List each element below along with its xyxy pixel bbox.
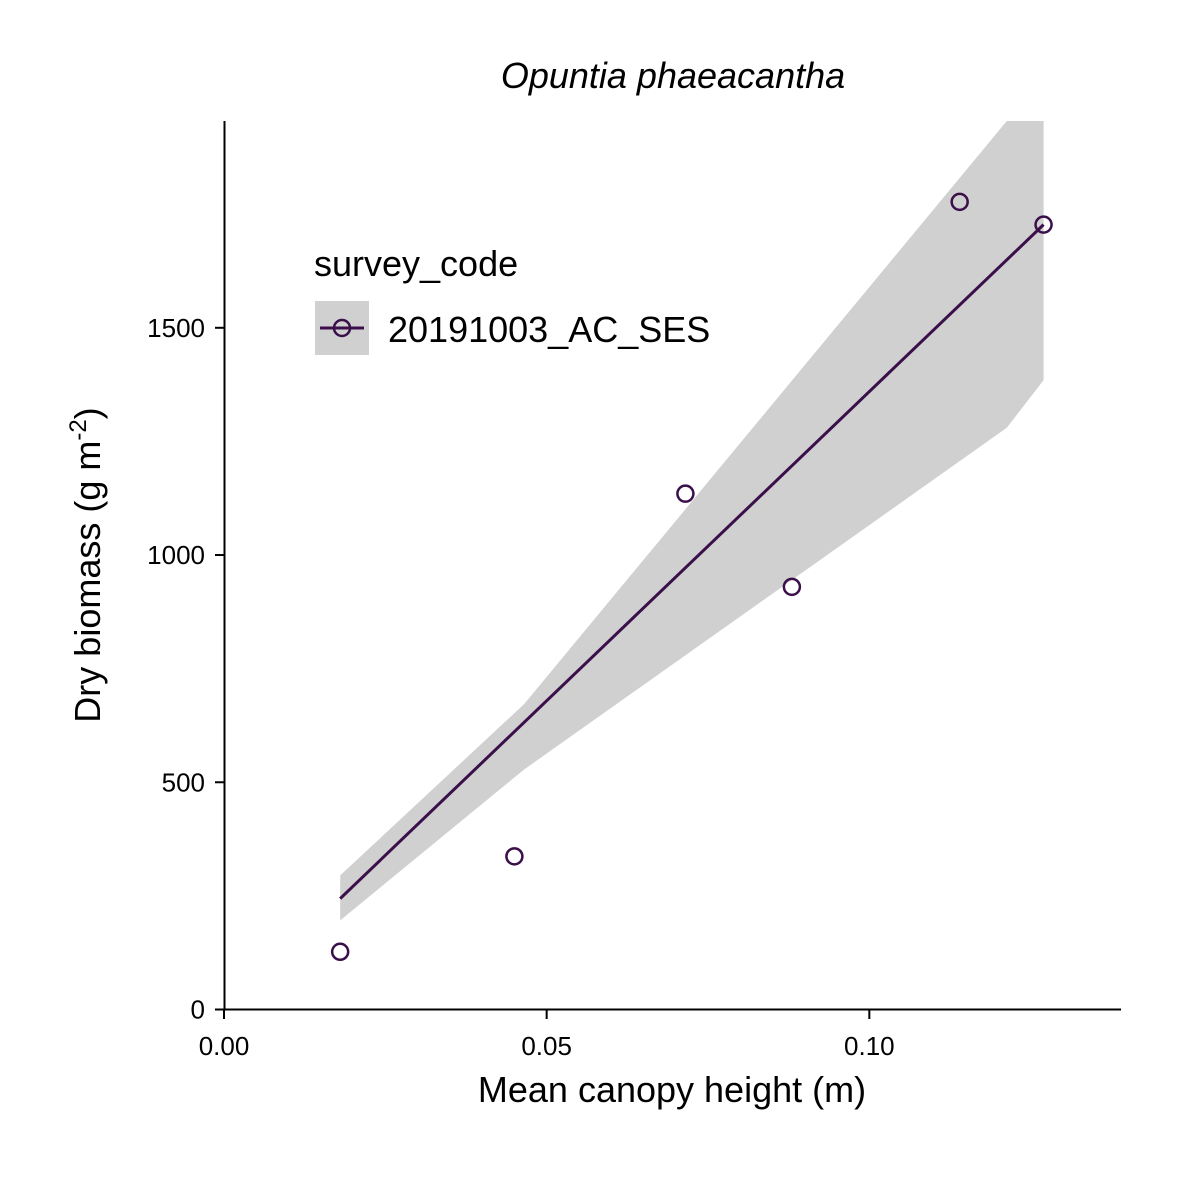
chart-title: Opuntia phaeacantha bbox=[501, 55, 845, 96]
y-tick-label-0: 0 bbox=[191, 995, 205, 1025]
y-axis-title-superscript: -2 bbox=[65, 419, 92, 440]
x-tick-label-1: 0.05 bbox=[521, 1031, 572, 1061]
data-points bbox=[330, 192, 1053, 962]
legend-title: survey_code bbox=[314, 243, 518, 284]
y-axis-title-main: Dry biomass (g m bbox=[67, 441, 108, 723]
y-tick-label-3: 1500 bbox=[147, 313, 205, 343]
data-point-5 bbox=[1034, 215, 1053, 234]
plot-area bbox=[330, 121, 1053, 962]
x-axis-title: Mean canopy height (m) bbox=[478, 1069, 866, 1110]
data-point-3 bbox=[782, 577, 802, 597]
x-axis-ticks: 0.00 0.05 0.10 bbox=[199, 1010, 895, 1061]
y-tick-label-2: 1000 bbox=[147, 540, 205, 570]
legend: survey_code 20191003_AC_SES bbox=[314, 243, 710, 355]
y-axis-ticks: 0 500 1000 1500 bbox=[147, 313, 224, 1025]
y-axis-title-suffix: ) bbox=[67, 407, 108, 419]
y-axis-title: Dry biomass (g m-2) bbox=[65, 407, 108, 722]
legend-entry-label: 20191003_AC_SES bbox=[388, 309, 710, 350]
y-tick-label-1: 500 bbox=[162, 767, 205, 797]
data-point-1 bbox=[505, 847, 524, 866]
data-point-4 bbox=[950, 192, 969, 212]
data-point-2 bbox=[676, 484, 695, 503]
regression-line bbox=[339, 223, 1045, 900]
confidence-band bbox=[340, 121, 1044, 921]
x-tick-label-0: 0.00 bbox=[199, 1031, 250, 1061]
data-point-0 bbox=[330, 942, 350, 962]
legend-key-point bbox=[332, 318, 352, 338]
x-tick-label-2: 0.10 bbox=[844, 1031, 895, 1061]
